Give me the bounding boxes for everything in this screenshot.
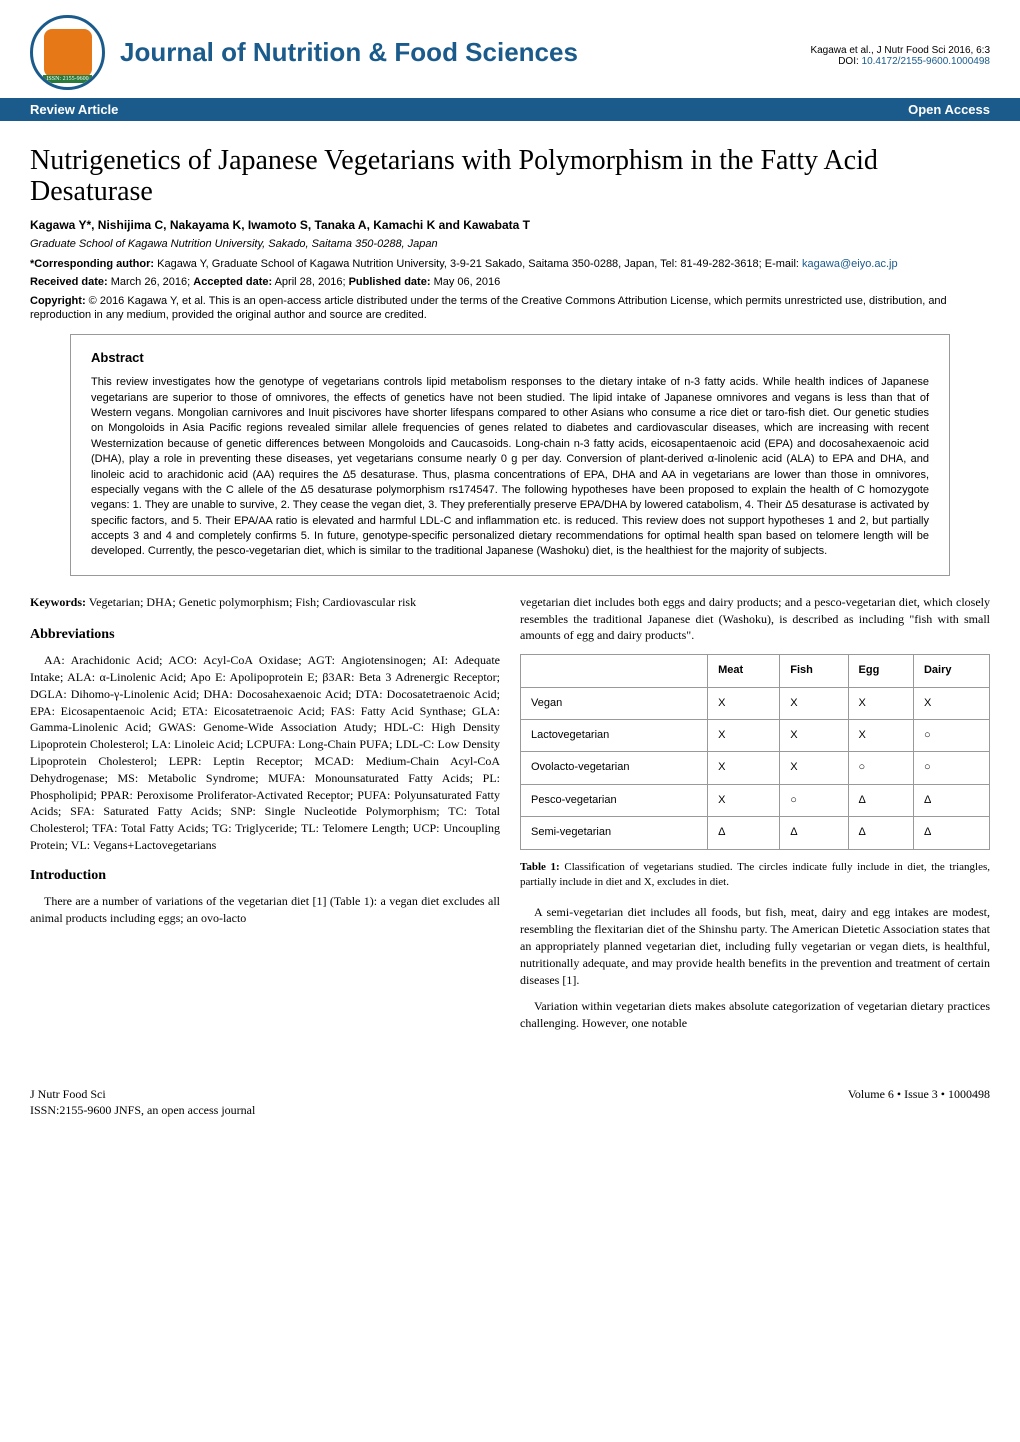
citation-text: Kagawa et al., J Nutr Food Sci 2016, 6:3 bbox=[810, 45, 990, 56]
table-cell: Lactovegetarian bbox=[521, 720, 708, 752]
intro-para-1-continuation: vegetarian diet includes both eggs and d… bbox=[520, 594, 990, 644]
right-column: vegetarian diet includes both eggs and d… bbox=[520, 594, 990, 1042]
open-access-label: Open Access bbox=[908, 102, 990, 117]
received-date: March 26, 2016; bbox=[111, 276, 191, 288]
article-title: Nutrigenetics of Japanese Vegetarians wi… bbox=[30, 146, 990, 208]
abstract-text: This review investigates how the genotyp… bbox=[91, 375, 929, 560]
abbreviations-heading: Abbreviations bbox=[30, 625, 500, 645]
left-column: Keywords: Vegetarian; DHA; Genetic polym… bbox=[30, 594, 500, 1042]
table-header-cell: Egg bbox=[848, 655, 913, 687]
intro-para-2: A semi-vegetarian diet includes all food… bbox=[520, 904, 990, 988]
table-cell: Δ bbox=[848, 817, 913, 849]
intro-para-1: There are a number of variations of the … bbox=[30, 893, 500, 927]
dates-line: Received date: March 26, 2016; Accepted … bbox=[30, 276, 990, 288]
table-cell: X bbox=[913, 687, 989, 719]
table-cell: Pesco-vegetarian bbox=[521, 784, 708, 816]
table-header-row: Meat Fish Egg Dairy bbox=[521, 655, 990, 687]
table-cell: ○ bbox=[848, 752, 913, 784]
table-header-cell: Meat bbox=[708, 655, 780, 687]
keywords-label: Keywords: bbox=[30, 595, 86, 609]
article-body: Nutrigenetics of Japanese Vegetarians wi… bbox=[0, 121, 1020, 1057]
table-cell: Δ bbox=[913, 784, 989, 816]
logo-inner-graphic bbox=[44, 29, 92, 77]
authors-line: Kagawa Y*, Nishijima C, Nakayama K, Iwam… bbox=[30, 218, 990, 232]
table-cell: Δ bbox=[848, 784, 913, 816]
intro-para-3: Variation within vegetarian diets makes … bbox=[520, 998, 990, 1032]
copyright-line: Copyright: © 2016 Kagawa Y, et al. This … bbox=[30, 294, 990, 323]
table-cell: X bbox=[848, 687, 913, 719]
table-header-cell: Fish bbox=[780, 655, 848, 687]
accepted-label: Accepted date: bbox=[193, 276, 272, 288]
table-row: Ovolacto-vegetarian X X ○ ○ bbox=[521, 752, 990, 784]
table-cell: X bbox=[708, 784, 780, 816]
table-cell: ○ bbox=[913, 720, 989, 752]
copyright-text: © 2016 Kagawa Y, et al. This is an open-… bbox=[30, 295, 947, 321]
table-cell: X bbox=[780, 720, 848, 752]
doi-label: DOI: bbox=[838, 56, 859, 67]
table-row: Lactovegetarian X X X ○ bbox=[521, 720, 990, 752]
page-footer: J Nutr Food Sci ISSN:2155-9600 JNFS, an … bbox=[0, 1057, 1020, 1138]
table-row: Vegan X X X X bbox=[521, 687, 990, 719]
table-row: Pesco-vegetarian X ○ Δ Δ bbox=[521, 784, 990, 816]
corresponding-email-link[interactable]: kagawa@eiyo.ac.jp bbox=[802, 258, 898, 270]
accepted-date: April 28, 2016; bbox=[275, 276, 346, 288]
received-label: Received date: bbox=[30, 276, 108, 288]
table-cell: ○ bbox=[780, 784, 848, 816]
page-header: ISSN: 2155-9600 Journal of Nutrition & F… bbox=[0, 0, 1020, 98]
corresponding-author-line: *Corresponding author: Kagawa Y, Graduat… bbox=[30, 258, 990, 270]
journal-title: Journal of Nutrition & Food Sciences bbox=[120, 37, 578, 68]
table-cell: X bbox=[708, 687, 780, 719]
table-caption-label: Table 1: bbox=[520, 861, 560, 873]
article-type-label: Review Article bbox=[30, 102, 118, 117]
footer-right: Volume 6 • Issue 3 • 1000498 bbox=[848, 1087, 990, 1118]
table-cell: Δ bbox=[708, 817, 780, 849]
table-cell: Δ bbox=[913, 817, 989, 849]
table-cell: ○ bbox=[913, 752, 989, 784]
article-type-bar: Review Article Open Access bbox=[0, 98, 1020, 121]
copyright-label: Copyright: bbox=[30, 295, 86, 307]
table-row: Semi-vegetarian Δ Δ Δ Δ bbox=[521, 817, 990, 849]
journal-logo: ISSN: 2155-9600 bbox=[30, 15, 105, 90]
footer-journal-short: J Nutr Food Sci bbox=[30, 1087, 255, 1103]
abstract-box: Abstract This review investigates how th… bbox=[70, 334, 950, 576]
affiliation-line: Graduate School of Kagawa Nutrition Univ… bbox=[30, 238, 990, 250]
table-cell: Semi-vegetarian bbox=[521, 817, 708, 849]
logo-issn-badge: ISSN: 2155-9600 bbox=[43, 75, 91, 83]
table-caption-text: Classification of vegetarians studied. T… bbox=[520, 861, 990, 888]
doi-link[interactable]: 10.4172/2155-9600.1000498 bbox=[862, 56, 990, 67]
table-cell: Ovolacto-vegetarian bbox=[521, 752, 708, 784]
abstract-heading: Abstract bbox=[91, 350, 929, 365]
table-header-cell bbox=[521, 655, 708, 687]
published-date: May 06, 2016 bbox=[434, 276, 501, 288]
footer-left: J Nutr Food Sci ISSN:2155-9600 JNFS, an … bbox=[30, 1087, 255, 1118]
vegetarian-classification-table: Meat Fish Egg Dairy Vegan X X X X bbox=[520, 654, 990, 849]
corresponding-label: *Corresponding author: bbox=[30, 258, 154, 270]
abbreviations-text: AA: Arachidonic Acid; ACO: Acyl-CoA Oxid… bbox=[30, 652, 500, 854]
doi-line: DOI: 10.4172/2155-9600.1000498 bbox=[810, 56, 990, 67]
footer-volume-line: Volume 6 • Issue 3 • 1000498 bbox=[848, 1087, 990, 1102]
table-cell: X bbox=[708, 720, 780, 752]
two-column-layout: Keywords: Vegetarian; DHA; Genetic polym… bbox=[30, 594, 990, 1042]
table-1-caption: Table 1: Classification of vegetarians s… bbox=[520, 860, 990, 891]
keywords-line: Keywords: Vegetarian; DHA; Genetic polym… bbox=[30, 594, 500, 611]
table-cell: X bbox=[780, 752, 848, 784]
keywords-text: Vegetarian; DHA; Genetic polymorphism; F… bbox=[89, 595, 416, 609]
table-cell: X bbox=[780, 687, 848, 719]
table-header-cell: Dairy bbox=[913, 655, 989, 687]
table-cell: X bbox=[708, 752, 780, 784]
corresponding-text: Kagawa Y, Graduate School of Kagawa Nutr… bbox=[157, 258, 799, 270]
citation-block: Kagawa et al., J Nutr Food Sci 2016, 6:3… bbox=[810, 45, 990, 67]
table-cell: Δ bbox=[780, 817, 848, 849]
published-label: Published date: bbox=[349, 276, 431, 288]
table-cell: X bbox=[848, 720, 913, 752]
table-cell: Vegan bbox=[521, 687, 708, 719]
footer-issn-line: ISSN:2155-9600 JNFS, an open access jour… bbox=[30, 1103, 255, 1119]
introduction-heading: Introduction bbox=[30, 866, 500, 886]
